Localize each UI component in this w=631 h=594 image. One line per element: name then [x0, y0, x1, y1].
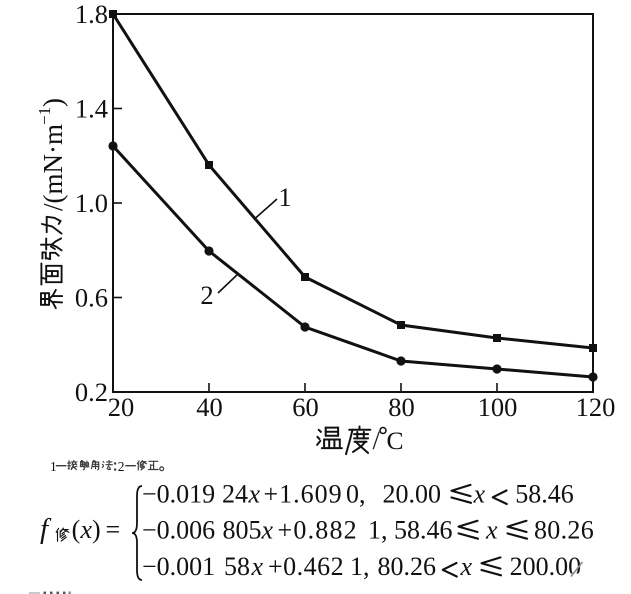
svg-text:120: 120 — [576, 392, 616, 422]
svg-text:100: 100 — [478, 392, 518, 422]
svg-text:80: 80 — [388, 392, 415, 422]
svg-text:58.46: 58.46 — [515, 480, 574, 509]
svg-text:80.26: 80.26 — [378, 552, 437, 581]
svg-text:+0.882: +0.882 — [278, 515, 358, 544]
svg-text:0.2: 0.2 — [75, 377, 108, 407]
svg-text:60: 60 — [292, 392, 319, 422]
svg-text:40: 40 — [196, 392, 223, 422]
svg-text:x: x — [473, 480, 486, 509]
svg-text:1: 1 — [278, 182, 291, 212]
svg-text:/(mN·m: /(mN·m — [38, 124, 68, 211]
svg-text:−0.019: −0.019 — [142, 480, 215, 509]
svg-text:1: 1 — [50, 459, 57, 474]
svg-text:=: = — [106, 515, 121, 544]
svg-text:1.0: 1.0 — [75, 188, 108, 218]
svg-text:(: ( — [72, 515, 81, 544]
svg-text:): ) — [92, 515, 101, 544]
svg-text:1.4: 1.4 — [75, 94, 108, 124]
svg-text:805: 805 — [223, 515, 262, 544]
svg-text:−0.001: −0.001 — [142, 552, 215, 581]
svg-text:x: x — [251, 552, 264, 581]
svg-text:0.6: 0.6 — [75, 283, 108, 313]
svg-text:1,: 1, — [368, 515, 388, 544]
svg-text:20: 20 — [108, 392, 135, 422]
svg-text:2: 2 — [118, 459, 125, 474]
svg-text:20.00: 20.00 — [383, 480, 442, 509]
svg-text:58.46: 58.46 — [394, 515, 453, 544]
svg-text:2: 2 — [200, 280, 213, 310]
svg-text:0,: 0, — [346, 480, 366, 509]
svg-text:/: / — [373, 425, 381, 455]
svg-text:24: 24 — [222, 480, 248, 509]
svg-text:): ) — [38, 98, 68, 107]
svg-text:−1: −1 — [35, 107, 54, 125]
svg-text:−0.006: −0.006 — [142, 515, 215, 544]
svg-text:+0.462: +0.462 — [268, 552, 344, 581]
svg-text:58: 58 — [224, 552, 250, 581]
svg-text:x: x — [261, 515, 274, 544]
svg-text:x: x — [248, 480, 261, 509]
svg-text:x: x — [80, 515, 93, 544]
svg-text:1.8: 1.8 — [75, 0, 108, 29]
svg-text:x: x — [485, 515, 498, 544]
svg-text:x: x — [460, 552, 473, 581]
svg-text:C: C — [387, 426, 404, 455]
svg-text:200.0: 200.0 — [510, 552, 568, 581]
svg-text:80.26: 80.26 — [534, 515, 594, 544]
svg-text:1,: 1, — [350, 552, 370, 581]
svg-text:+1.609: +1.609 — [264, 480, 343, 509]
